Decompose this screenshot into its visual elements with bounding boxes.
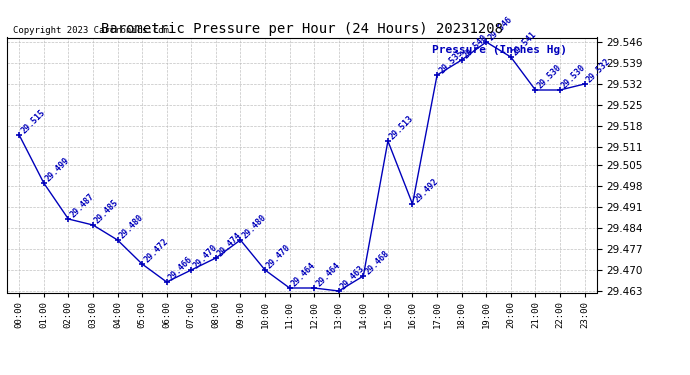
Text: 29.530: 29.530: [560, 62, 588, 90]
Text: Pressure (Inches Hg): Pressure (Inches Hg): [432, 45, 566, 55]
Text: 29.480: 29.480: [240, 212, 268, 240]
Text: 29.464: 29.464: [290, 260, 317, 288]
Text: 29.513: 29.513: [388, 113, 415, 141]
Text: 29.470: 29.470: [265, 242, 293, 270]
Text: 29.485: 29.485: [93, 197, 121, 225]
Text: 29.468: 29.468: [364, 248, 391, 276]
Text: 29.535: 29.535: [437, 47, 464, 75]
Text: 29.541: 29.541: [511, 29, 538, 57]
Text: 29.463: 29.463: [339, 263, 366, 291]
Text: 29.464: 29.464: [314, 260, 342, 288]
Text: 29.530: 29.530: [535, 62, 563, 90]
Text: 29.487: 29.487: [68, 191, 96, 219]
Text: 29.515: 29.515: [19, 107, 47, 135]
Text: 29.492: 29.492: [413, 176, 440, 204]
Text: 29.480: 29.480: [117, 212, 145, 240]
Text: 29.499: 29.499: [43, 155, 71, 183]
Text: Copyright 2023 Cartronics.com: Copyright 2023 Cartronics.com: [13, 26, 168, 35]
Text: 29.472: 29.472: [142, 236, 170, 264]
Text: 29.532: 29.532: [584, 56, 612, 84]
Text: 29.540: 29.540: [462, 32, 489, 60]
Text: 29.470: 29.470: [191, 242, 219, 270]
Text: 29.466: 29.466: [167, 254, 195, 282]
Text: 29.546: 29.546: [486, 14, 514, 42]
Title: Barometric Pressure per Hour (24 Hours) 20231208: Barometric Pressure per Hour (24 Hours) …: [101, 22, 503, 36]
Text: 29.474: 29.474: [216, 230, 244, 258]
